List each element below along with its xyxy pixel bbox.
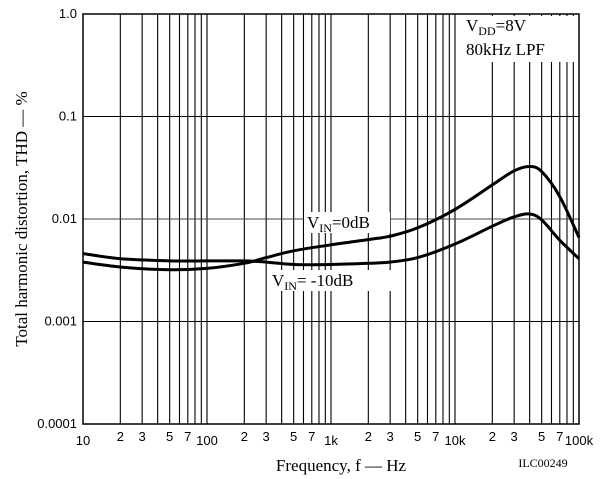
y-tick-label: 0.01 xyxy=(52,211,77,226)
x-minor-tick-label: 7 xyxy=(432,429,439,444)
series-line-0 xyxy=(82,164,581,272)
annotations: VDD=8V 80kHz LPF xyxy=(463,16,575,62)
x-minor-tick-label: 5 xyxy=(538,429,545,444)
x-minor-tick-label: 5 xyxy=(414,429,421,444)
y-tick-label: 0.0001 xyxy=(37,416,77,431)
x-tick-label: 10 xyxy=(76,433,90,448)
x-minor-tick-label: 2 xyxy=(365,429,372,444)
x-minor-tick-label: 3 xyxy=(387,429,394,444)
x-minor-tick-label: 7 xyxy=(308,429,315,444)
annotation-text: 80kHz LPF xyxy=(466,40,545,59)
x-tick-label: 100 xyxy=(196,433,218,448)
annotation-bg xyxy=(463,16,575,62)
annotation-text: VDD=8V xyxy=(466,16,527,38)
y-tick-label: 0.001 xyxy=(44,314,77,329)
x-minor-tick-label: 5 xyxy=(166,429,173,444)
x-minor-tick-label: 7 xyxy=(184,429,191,444)
series-layer: VIN=0dB VIN= -10dB xyxy=(82,164,581,293)
x-tick-label: 100k xyxy=(565,433,594,448)
x-tick-label: 10k xyxy=(445,433,466,448)
y-tick-label: 1.0 xyxy=(59,6,77,21)
plot-frame xyxy=(82,13,580,425)
x-minor-tick-label: 3 xyxy=(139,429,146,444)
series-label: VIN=0dB xyxy=(307,213,370,235)
series-label-bg xyxy=(304,212,390,233)
x-minor-tick-label: 2 xyxy=(117,429,124,444)
series-label: VIN= -10dB xyxy=(272,271,353,293)
x-minor-tick-label: 2 xyxy=(489,429,496,444)
x-minor-tick-label: 3 xyxy=(511,429,518,444)
x-minor-tick-label: 7 xyxy=(556,429,563,444)
x-minor-tick-label: 2 xyxy=(241,429,248,444)
y-tick-label: 0.1 xyxy=(59,109,77,124)
y-axis-label: Total harmonic distortion, THD — % xyxy=(12,91,31,346)
series-line-1 xyxy=(82,212,581,267)
x-tick-label: 1k xyxy=(324,433,338,448)
figure-code: ILC00249 xyxy=(518,456,567,470)
series-label-bg xyxy=(269,270,397,291)
x-minor-tick-label: 3 xyxy=(263,429,270,444)
x-axis-label: Frequency, f — Hz xyxy=(276,456,407,475)
y-tick-labels: 1.0 0.1 0.01 0.001 0.0001 xyxy=(37,6,77,431)
x-minor-tick-label: 5 xyxy=(290,429,297,444)
